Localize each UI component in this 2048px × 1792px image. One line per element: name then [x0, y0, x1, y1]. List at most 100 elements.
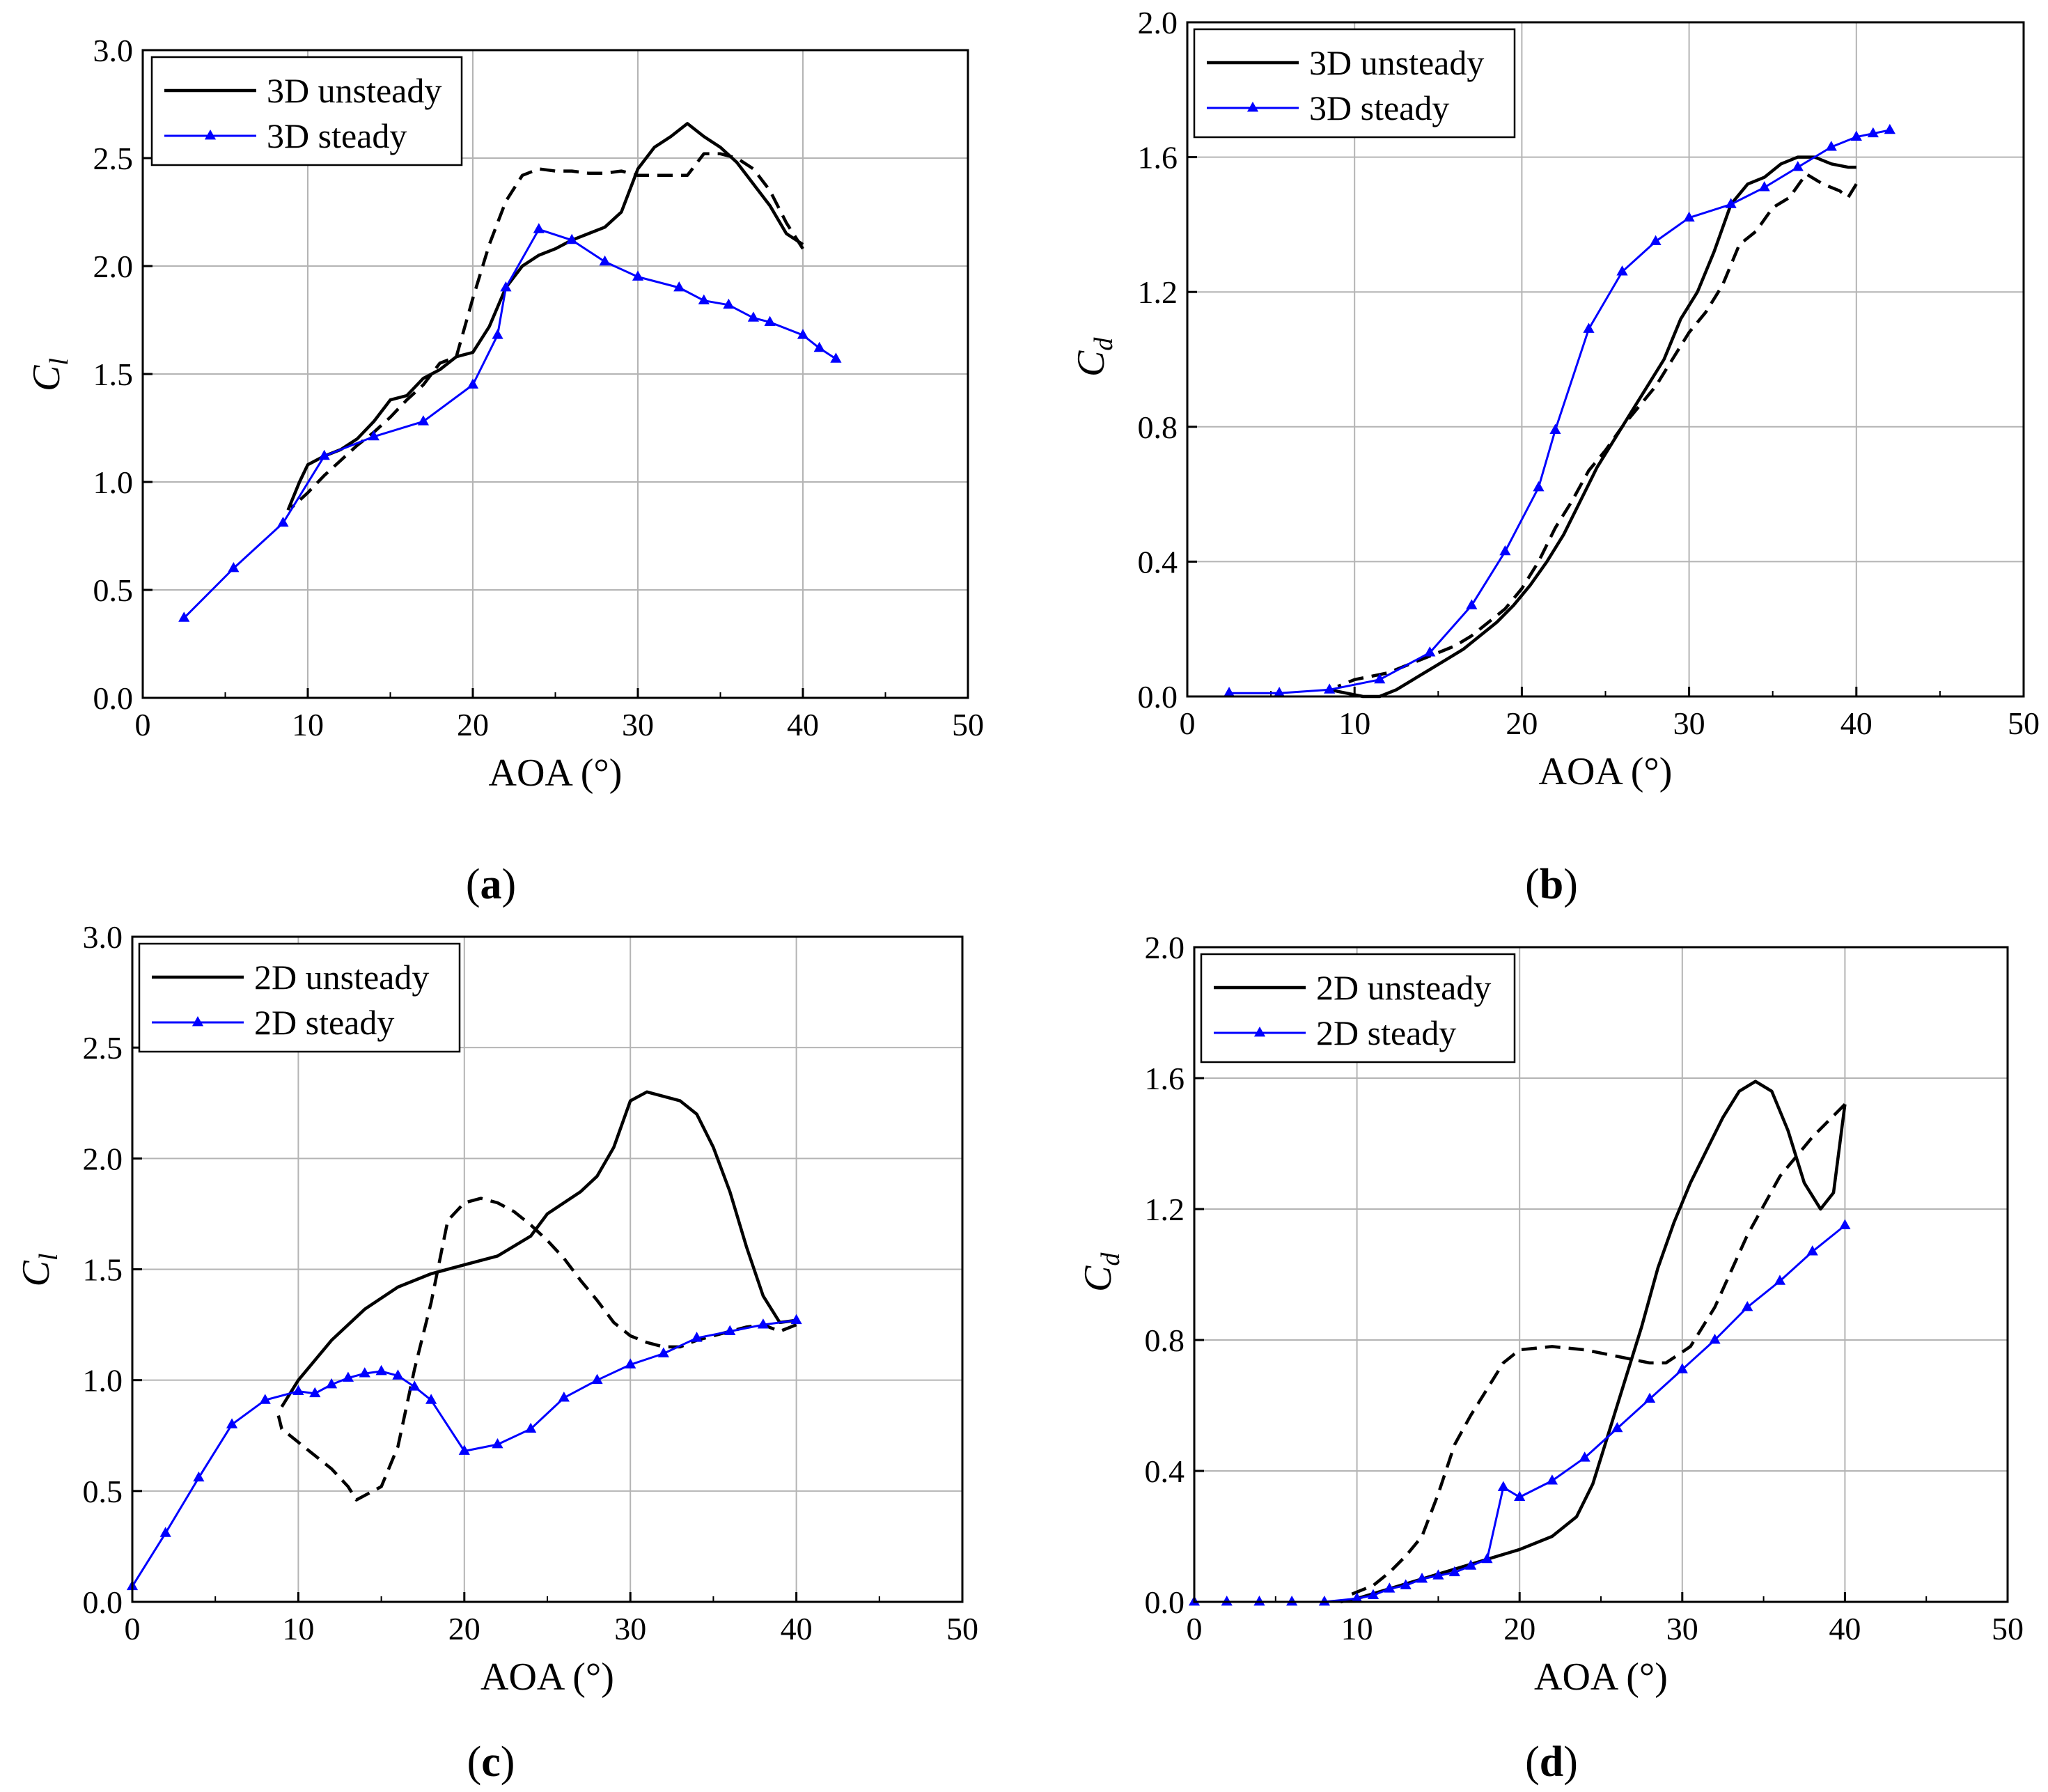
data-point-marker	[1549, 423, 1561, 435]
data-point-marker	[1465, 1559, 1477, 1570]
y-axis-label-main: C	[25, 365, 68, 391]
y-tick-label: 0.0	[1145, 1584, 1185, 1620]
data-point-marker	[1867, 127, 1879, 138]
data-point-marker	[1253, 1596, 1265, 1606]
data-point-marker	[1650, 235, 1662, 245]
data-point-marker	[724, 1325, 736, 1336]
y-tick-label: 0.0	[93, 680, 134, 716]
data-point-marker	[1274, 687, 1285, 697]
data-point-marker	[1384, 1582, 1396, 1593]
y-tick-label: 1.5	[93, 357, 134, 392]
data-point-marker	[1318, 1596, 1330, 1606]
data-point-marker	[1351, 1592, 1363, 1603]
data-point-marker	[830, 352, 842, 363]
data-point-marker	[1286, 1596, 1298, 1606]
y-tick-label: 0.0	[83, 1584, 123, 1620]
data-point-marker	[1448, 1566, 1460, 1577]
x-tick-label: 0	[1187, 1611, 1203, 1646]
series-line-3d-steady	[1229, 129, 1891, 694]
y-axis-label-sub: l	[34, 1254, 63, 1261]
series-line-3d-unsteady-return-	[290, 152, 804, 509]
series-line-3d-unsteady	[1329, 155, 1857, 699]
data-point-marker	[632, 270, 644, 281]
x-tick-label: 40	[787, 707, 819, 742]
caption-b: (b)	[1525, 861, 1578, 908]
data-point-marker	[698, 294, 710, 304]
x-tick-label: 50	[1992, 1611, 2024, 1646]
y-tick-label: 1.2	[1138, 274, 1178, 310]
data-point-marker	[425, 1394, 437, 1404]
y-tick-label: 0.0	[1138, 679, 1178, 715]
y-tick-label: 2.0	[1138, 5, 1178, 40]
data-point-marker	[790, 1314, 802, 1325]
data-point-marker	[691, 1332, 703, 1342]
y-tick-label: 0.5	[83, 1474, 123, 1509]
data-point-marker	[1884, 123, 1895, 134]
y-tick-label: 0.4	[1145, 1454, 1185, 1489]
data-point-marker	[723, 298, 735, 309]
data-point-marker	[1221, 1596, 1233, 1606]
data-point-marker	[673, 281, 685, 292]
y-tick-label: 2.5	[83, 1030, 123, 1066]
x-tick-label: 20	[1506, 706, 1538, 741]
data-point-marker	[1758, 181, 1770, 192]
data-point-marker	[1806, 1245, 1818, 1256]
data-point-marker	[492, 1438, 503, 1449]
series-line-2d-unsteady	[1340, 1080, 1847, 1604]
caption-d: (d)	[1525, 1738, 1578, 1786]
x-tick-label: 10	[1338, 706, 1370, 741]
legend-box	[138, 942, 461, 1053]
x-axis-label: AOA (°)	[489, 751, 623, 795]
legend-box	[1193, 28, 1516, 139]
y-tick-label: 0.8	[1145, 1323, 1185, 1358]
legend-swatch-steady-marker	[191, 1016, 204, 1027]
data-point-marker	[797, 329, 809, 339]
data-point-marker	[375, 1364, 387, 1376]
data-point-marker	[1825, 141, 1837, 151]
data-point-marker	[1499, 545, 1511, 556]
x-axis-label: AOA (°)	[480, 1655, 614, 1699]
legend-swatch-steady-marker	[1246, 102, 1259, 112]
data-point-marker	[467, 378, 479, 389]
data-point-marker	[500, 281, 512, 292]
y-axis-label: Cl	[15, 1254, 63, 1287]
data-point-marker	[566, 233, 578, 244]
y-tick-label: 2.5	[93, 141, 134, 176]
plot-frame	[1186, 21, 2025, 698]
y-tick-label: 0.5	[93, 572, 134, 608]
y-axis-label: Cl	[25, 358, 74, 391]
x-tick-label: 0	[135, 707, 151, 742]
y-tick-label: 2.0	[1145, 930, 1185, 965]
data-point-marker	[757, 1318, 769, 1329]
data-point-marker	[625, 1358, 636, 1369]
data-point-marker	[1533, 481, 1545, 492]
data-point-marker	[1466, 599, 1478, 609]
legend-label-unsteady: 2D unsteady	[254, 958, 429, 997]
y-axis-label-main: C	[1077, 1265, 1120, 1292]
y-tick-label: 1.6	[1138, 140, 1178, 176]
data-point-marker	[259, 1394, 271, 1404]
x-tick-label: 20	[1503, 1611, 1535, 1646]
data-point-marker	[813, 341, 825, 352]
series-line-2d-unsteady-return-	[276, 1197, 797, 1502]
data-point-marker	[1792, 161, 1804, 171]
data-point-marker	[657, 1347, 669, 1357]
data-point-marker	[228, 562, 240, 572]
y-axis-label-main: C	[15, 1261, 58, 1287]
legend-swatch-steady-marker	[204, 130, 217, 140]
data-point-marker	[318, 449, 330, 460]
y-axis-label: Cd	[1077, 1252, 1125, 1292]
data-point-marker	[599, 255, 611, 266]
x-tick-label: 50	[952, 707, 984, 742]
data-point-marker	[764, 315, 776, 326]
data-point-marker	[533, 223, 545, 233]
x-tick-label: 30	[1666, 1611, 1698, 1646]
data-point-marker	[1616, 265, 1628, 276]
data-point-marker	[747, 311, 759, 322]
y-tick-label: 1.6	[1145, 1061, 1185, 1096]
data-point-marker	[1850, 130, 1862, 141]
legend-label-unsteady: 2D unsteady	[1316, 968, 1491, 1007]
y-axis-label-sub: d	[1089, 337, 1118, 351]
series-line-3d-steady	[183, 228, 837, 619]
y-axis-label-sub: l	[45, 358, 74, 366]
